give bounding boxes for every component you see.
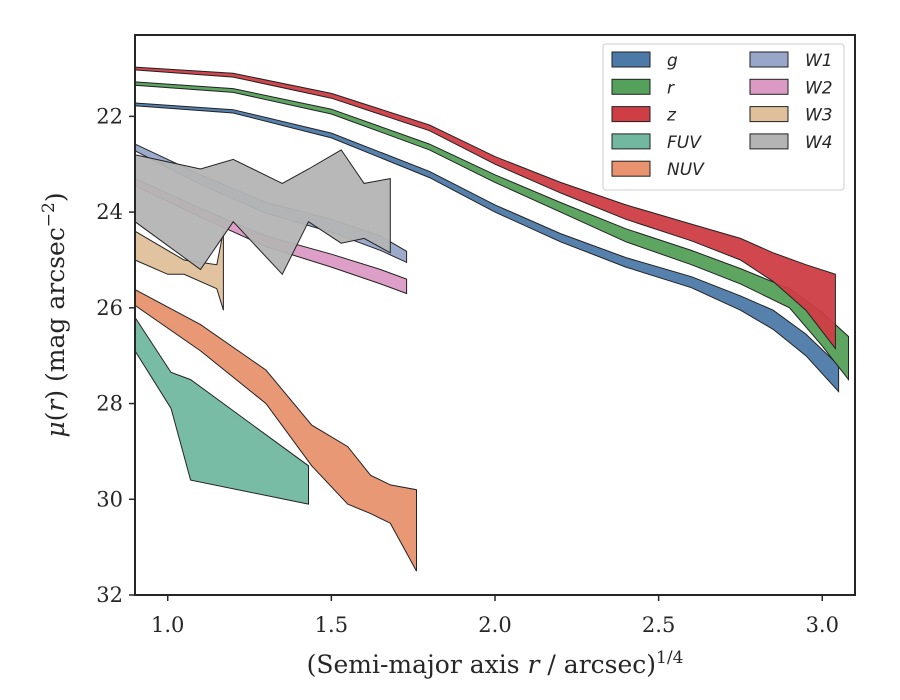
y-tick-label: 26 bbox=[96, 296, 123, 320]
legend-swatch-nuv bbox=[611, 160, 651, 177]
legend-label-w1: W1 bbox=[805, 51, 833, 71]
y-tick-label: 28 bbox=[96, 392, 123, 416]
x-axis: 1.0 1.5 2.0 2.5 3.0 bbox=[151, 595, 839, 637]
y-tick-label: 32 bbox=[96, 583, 123, 607]
legend-swatch-w2 bbox=[749, 78, 789, 95]
legend-label-fuv: FUV bbox=[667, 133, 702, 153]
x-axis-label: (Semi-major axis r / arcsec)1/4 bbox=[307, 648, 684, 679]
band-w3 bbox=[134, 230, 224, 311]
legend-swatch-fuv bbox=[611, 133, 651, 150]
x-tick-label: 1.5 bbox=[315, 613, 348, 637]
legend-label-g: g bbox=[667, 51, 678, 71]
y-axis-label: μ(r) (mag arcsec−2) bbox=[39, 192, 70, 437]
legend: grz FUV NUV W1 W2 W3 W4 bbox=[602, 43, 845, 191]
legend-swatch-g bbox=[611, 51, 651, 68]
x-tick-label: 2.5 bbox=[642, 613, 675, 637]
legend-label-z: z bbox=[666, 106, 677, 126]
legend-label-w3: W3 bbox=[805, 106, 833, 126]
band-w4 bbox=[134, 149, 391, 276]
x-tick-label: 1.0 bbox=[151, 613, 184, 637]
legend-swatch-z bbox=[611, 106, 651, 123]
band-z bbox=[134, 66, 836, 350]
x-tick-label: 3.0 bbox=[806, 613, 839, 637]
y-tick-label: 22 bbox=[96, 104, 123, 128]
x-tick-label: 2.0 bbox=[478, 613, 511, 637]
legend-label-r: r bbox=[667, 78, 675, 98]
band-nuv bbox=[134, 288, 417, 572]
series-bands bbox=[134, 66, 849, 572]
band-fuv bbox=[134, 315, 309, 505]
legend-label-w4: W4 bbox=[805, 133, 833, 153]
legend-swatch-w1 bbox=[749, 51, 789, 68]
band-r bbox=[134, 81, 849, 382]
legend-label-w2: W2 bbox=[805, 78, 833, 98]
legend-label-nuv: NUV bbox=[667, 160, 705, 180]
legend-swatch-w3 bbox=[749, 106, 789, 123]
legend-swatch-r bbox=[611, 78, 651, 95]
legend-swatch-w4 bbox=[749, 133, 789, 150]
y-axis: 22 24 26 28 30 32 bbox=[96, 104, 135, 607]
band-g bbox=[134, 102, 840, 393]
y-tick-label: 24 bbox=[96, 200, 123, 224]
y-tick-label: 30 bbox=[96, 487, 123, 511]
